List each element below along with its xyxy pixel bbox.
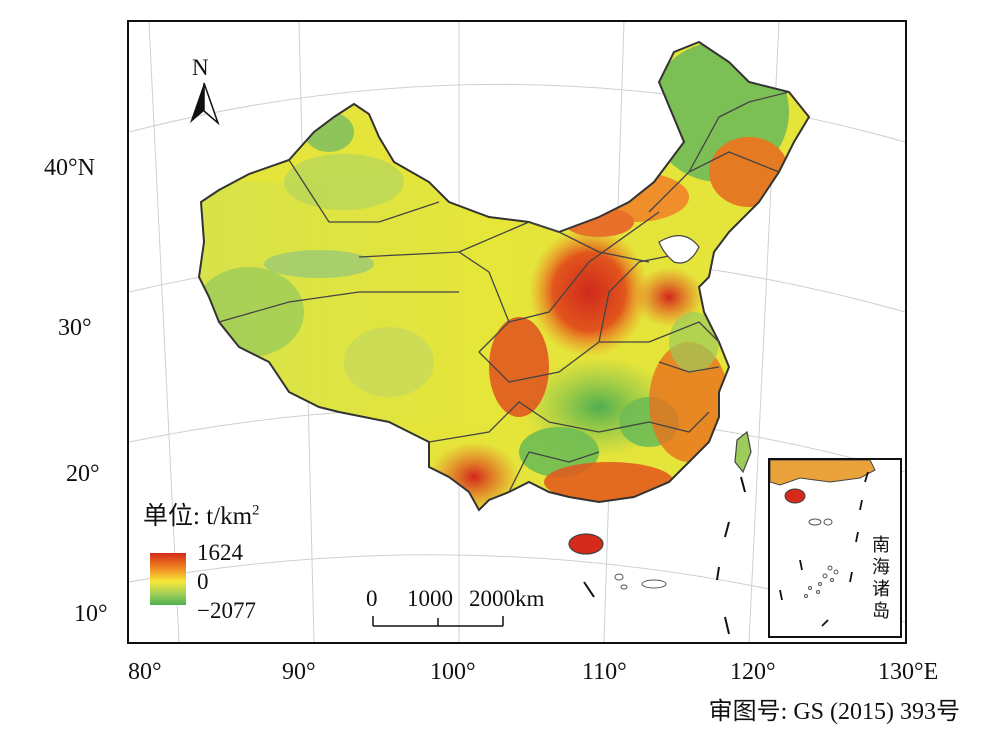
province-borders bbox=[198, 41, 810, 511]
inset-title-char: 海 bbox=[872, 557, 890, 578]
lon-label-110: 110° bbox=[582, 659, 627, 685]
lon-label-100: 100° bbox=[430, 659, 476, 685]
scale-label-1000: 1000 bbox=[407, 586, 453, 611]
china-map bbox=[129, 22, 905, 642]
lat-label-30: 30° bbox=[58, 315, 92, 341]
scale-label-2000: 2000km bbox=[469, 586, 545, 611]
legend-title-text: 单位: t/km bbox=[143, 503, 253, 530]
legend-title-sup: 2 bbox=[252, 502, 260, 519]
scale-label-0: 0 bbox=[366, 586, 378, 611]
review-number: 审图号: GS (2015) 393号 bbox=[708, 699, 960, 725]
lon-label-80: 80° bbox=[128, 659, 162, 685]
inset-map bbox=[770, 460, 876, 627]
north-arrow-icon bbox=[190, 82, 220, 126]
legend-title: 单位: t/km2 bbox=[143, 496, 260, 532]
inset-title-char: 南 bbox=[872, 535, 890, 556]
legend-mid: 0 bbox=[197, 569, 209, 594]
inset-title-char: 岛 bbox=[872, 601, 890, 622]
lat-label-40: 40°N bbox=[44, 155, 95, 181]
north-arrow: N bbox=[186, 55, 222, 126]
legend-min: −2077 bbox=[197, 598, 256, 623]
map-frame: N 单位: t/km2 1624 0 −2077 0 1000 2000km bbox=[127, 20, 907, 644]
legend-max: 1624 bbox=[197, 540, 243, 565]
hainan bbox=[568, 533, 604, 555]
legend-colorbar bbox=[150, 553, 186, 605]
china-mainland bbox=[199, 42, 809, 510]
islands bbox=[614, 573, 667, 590]
sea-boundary-dashes bbox=[583, 476, 746, 635]
south-china-sea-inset: 南 海 诸 岛 bbox=[768, 458, 902, 638]
lon-label-130: 130°E bbox=[878, 659, 939, 685]
inset-title-char: 诸 bbox=[872, 579, 890, 600]
lat-label-10: 10° bbox=[74, 601, 108, 627]
lon-label-90: 90° bbox=[282, 659, 316, 685]
inset-title: 南 海 诸 岛 bbox=[870, 535, 892, 623]
north-label: N bbox=[192, 55, 209, 80]
lon-label-120: 120° bbox=[730, 659, 776, 685]
bohai-sea bbox=[658, 235, 700, 264]
taiwan bbox=[734, 430, 752, 474]
scale-bar bbox=[372, 616, 504, 627]
lat-label-20: 20° bbox=[66, 461, 100, 487]
